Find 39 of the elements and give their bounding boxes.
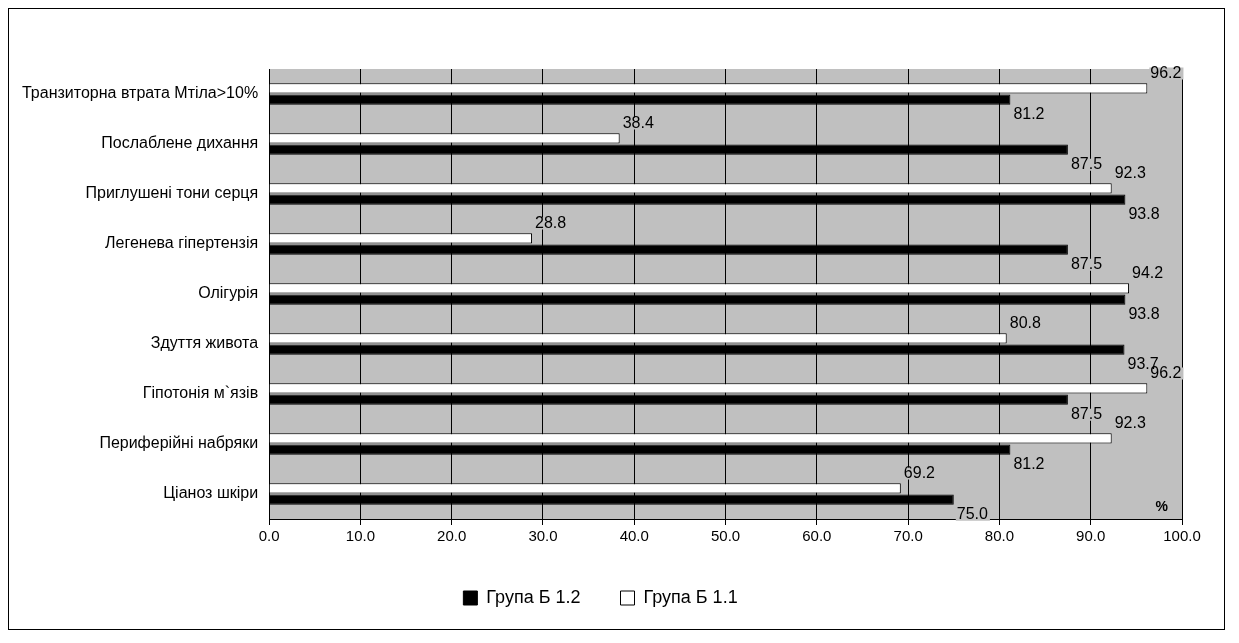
- y-tick-label: Здуття живота: [150, 334, 259, 352]
- data-label: 69.2: [903, 463, 936, 481]
- x-tick-label: 0.0: [258, 527, 280, 545]
- legend-label: Група Б 1.1: [643, 586, 738, 607]
- x-tick-label: 50.0: [710, 527, 741, 545]
- y-tick-label: Легенева гіпертензія: [105, 234, 259, 252]
- data-label: 75.0: [956, 505, 989, 523]
- data-label: 80.8: [1009, 313, 1041, 331]
- y-tick-label: Ціаноз шкіри: [163, 484, 259, 502]
- y-tick-label: Олігурія: [198, 284, 259, 302]
- y-tick-label: Транзиторна втрата Мтіла>10%: [21, 84, 259, 102]
- x-tick-label: 90.0: [1076, 527, 1106, 545]
- x-tick-label: 80.0: [984, 527, 1015, 545]
- data-label: 94.2: [1132, 263, 1164, 281]
- data-label: 87.5: [1070, 155, 1103, 173]
- x-tick-label: 40.0: [619, 527, 649, 545]
- data-label: 92.3: [1114, 413, 1146, 431]
- x-tick-label: 20.0: [437, 527, 467, 545]
- x-tick-label: 30.0: [528, 527, 558, 545]
- data-label: 81.2: [1013, 455, 1045, 473]
- data-label: 81.2: [1013, 105, 1045, 123]
- y-tick-label: Послаблене дихання: [101, 134, 259, 152]
- y-tick-label: Приглушені тони серця: [85, 184, 259, 202]
- y-tick-label: Периферійні набряки: [99, 434, 259, 452]
- data-label: 93.8: [1128, 305, 1160, 323]
- data-label: 93.8: [1128, 205, 1160, 223]
- x-tick-label: 60.0: [802, 527, 832, 545]
- y-tick-label: Гіпотонія м`язів: [142, 384, 259, 402]
- x-tick-label: 100.0: [1163, 527, 1201, 545]
- annotation: %: [1155, 497, 1169, 514]
- x-tick-label: 10.0: [345, 527, 376, 545]
- data-label: 92.3: [1114, 163, 1146, 181]
- data-label: 96.2: [1150, 63, 1182, 81]
- data-label: 38.4: [622, 113, 654, 131]
- x-tick-label: 70.0: [893, 527, 923, 545]
- data-label: 87.5: [1070, 405, 1103, 423]
- legend-label: Група Б 1.2: [486, 586, 581, 607]
- data-label: 87.5: [1070, 255, 1103, 273]
- data-label: 28.8: [535, 213, 567, 231]
